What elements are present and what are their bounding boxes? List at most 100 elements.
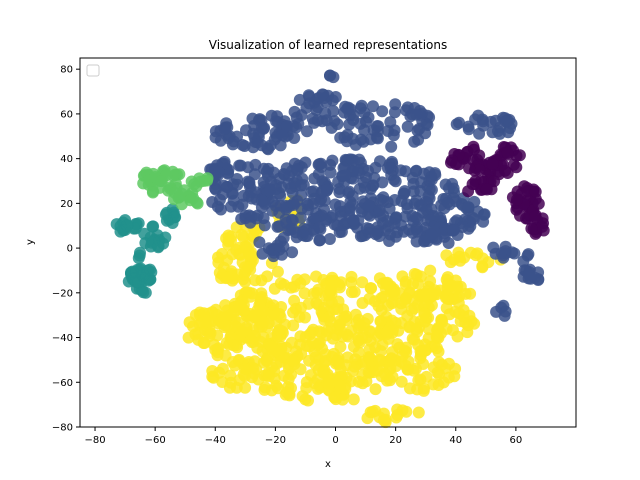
scatter-point [388,106,401,119]
scatter-point [334,379,347,392]
scatter-point [476,260,489,273]
scatter-point [430,342,443,355]
scatter-point [444,256,457,269]
scatter-point [469,249,482,262]
scatter-point [313,221,326,234]
scatter-point [301,125,313,138]
scatter-point [323,378,336,391]
x-tick-label: −60 [145,435,166,446]
scatter-point [306,336,319,349]
x-tick-label: 60 [510,435,523,446]
y-tick-label: 60 [60,109,73,120]
scatter-point [183,316,196,329]
scatter-point [402,355,415,368]
scatter-point [415,345,428,358]
scatter-point [347,114,360,126]
scatter-point [197,337,210,349]
x-tick-label: −20 [265,435,286,446]
y-tick-label: −40 [52,333,73,344]
scatter-point [251,341,264,354]
scatter-point [269,179,282,192]
y-tick-label: 20 [60,199,73,210]
scatter-point [367,366,380,379]
scatter-point [233,159,246,172]
scatter-point [323,233,336,245]
scatter-point [480,183,493,196]
scatter-point [244,290,257,303]
x-tick-label: −80 [84,435,105,446]
scatter-point [287,319,300,332]
scatter-point [293,93,306,106]
y-tick-label: −80 [52,423,73,434]
scatter-point [261,270,274,283]
scatter-point [395,219,408,232]
scatter-point [138,227,151,240]
scatter-point [440,302,453,314]
scatter-point [218,122,231,135]
scatter-point [159,231,172,244]
scatter-point [235,213,248,225]
scatter-point [388,124,401,137]
scatter-point [488,175,501,188]
scatter-point [345,276,358,289]
scatter-point [417,384,430,397]
scatter-point [404,382,416,395]
x-axis-ticks: −80 −60 −40 −20 0 20 40 60 [84,427,522,446]
scatter-point [418,307,431,320]
scatter-point [219,299,232,312]
scatter-point [442,371,455,384]
scatter-point [439,178,452,191]
scatter-point [383,235,396,247]
scatter-point [155,175,168,188]
scatter-point [389,175,402,188]
scatter-point [411,212,424,225]
scatter-point [339,100,352,113]
scatter-point [360,115,372,128]
scatter-point [499,112,512,125]
scatter-point [510,161,523,174]
scatter-point [477,208,490,221]
scatter-point [303,354,316,367]
scatter-point [120,219,133,232]
x-tick-label: 40 [449,435,462,446]
y-tick-label: −60 [52,378,73,389]
scatter-point [239,362,251,375]
scatter-point [260,165,273,178]
scatter-point [410,165,422,178]
scatter-point [358,181,371,194]
data-points [110,69,550,429]
scatter-point [330,328,343,341]
scatter-point [386,370,399,383]
scatter-point [419,289,432,301]
scatter-point [232,200,245,213]
scatter-point [371,221,384,234]
scatter-point [224,308,237,321]
scatter-point [160,214,173,227]
scatter-point [473,163,485,176]
x-tick-label: 20 [389,435,402,446]
scatter-point [333,226,346,239]
scatter-point [506,246,519,259]
scatter-point [290,121,303,134]
scatter-point [453,307,466,320]
scatter-point [529,185,542,198]
scatter-point [328,115,341,128]
scatter-point [331,303,344,315]
scatter-point [372,300,385,312]
scatter-point [442,237,455,249]
scatter-point [450,118,463,131]
scatter-point [424,264,437,277]
scatter-point [285,336,298,349]
scatter-point [353,153,366,166]
scatter-point [511,193,523,206]
scatter-point [221,271,234,284]
scatter-point [234,300,247,313]
scatter-point [354,319,367,332]
scatter-point [313,158,326,171]
scatter-point [423,192,436,205]
scatter-point [231,268,244,281]
scatter-point [257,356,270,369]
scatter-point [274,355,287,368]
scatter-point [257,315,270,328]
